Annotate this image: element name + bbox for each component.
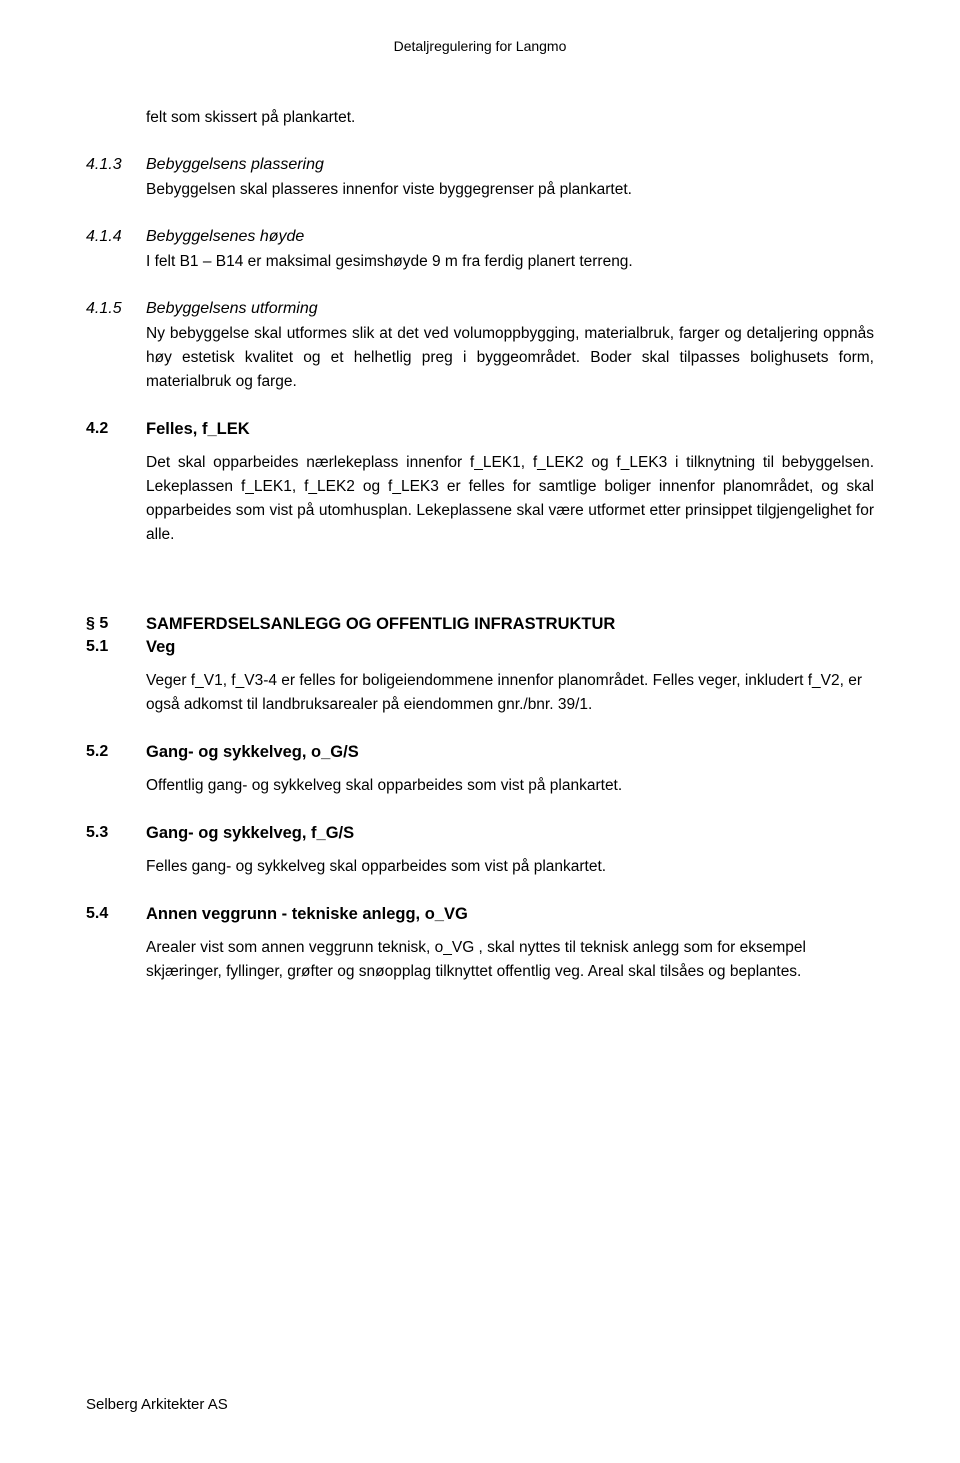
section-heading: Gang- og sykkelveg, f_G/S	[146, 824, 354, 843]
section-heading: Bebyggelsens plassering	[146, 156, 324, 174]
section-heading: Bebyggelsenes høyde	[146, 228, 304, 246]
section-num: 4.2	[86, 420, 146, 439]
body-text: I felt B1 – B14 er maksimal gesimshøyde …	[146, 250, 874, 274]
body-text: Ny bebyggelse skal utformes slik at det …	[146, 322, 874, 394]
section-num: 5.3	[86, 824, 146, 843]
body-text: Veger f_V1, f_V3-4 er felles for boligei…	[146, 669, 874, 717]
intro-block: felt som skissert på plankartet.	[146, 106, 874, 130]
page-footer: Selberg Arkitekter AS	[86, 1396, 228, 1413]
section-414-heading-row: 4.1.4 Bebyggelsenes høyde	[86, 228, 874, 246]
section-num: 4.1.4	[86, 228, 146, 246]
section-num: 4.1.5	[86, 300, 146, 318]
section-heading: Annen veggrunn - tekniske anlegg, o_VG	[146, 905, 468, 924]
body-text: Bebyggelsen skal plasseres innenfor vist…	[146, 178, 874, 202]
section-num: § 5	[86, 615, 146, 634]
section-num: 5.4	[86, 905, 146, 924]
body-text: Det skal opparbeides nærlekeplass innenf…	[146, 451, 874, 547]
section-52-heading-row: 5.2 Gang- og sykkelveg, o_G/S	[86, 743, 874, 762]
section-53-heading-row: 5.3 Gang- og sykkelveg, f_G/S	[86, 824, 874, 843]
section-51-heading-row: 5.1 Veg	[86, 638, 874, 657]
intro-text: felt som skissert på plankartet.	[146, 106, 874, 130]
section-heading: Gang- og sykkelveg, o_G/S	[146, 743, 359, 762]
document-page: Detaljregulering for Langmo felt som ski…	[0, 0, 960, 1463]
section-53-body: Felles gang- og sykkelveg skal opparbeid…	[146, 855, 874, 879]
section-42-heading-row: 4.2 Felles, f_LEK	[86, 420, 874, 439]
running-header: Detaljregulering for Langmo	[86, 38, 874, 54]
section-num: 5.2	[86, 743, 146, 762]
section-413-body: Bebyggelsen skal plasseres innenfor vist…	[146, 178, 874, 202]
section-heading: Bebyggelsens utforming	[146, 300, 318, 318]
section-42-body: Det skal opparbeides nærlekeplass innenf…	[146, 451, 874, 547]
body-text: Felles gang- og sykkelveg skal opparbeid…	[146, 855, 874, 879]
section-415-body: Ny bebyggelse skal utformes slik at det …	[146, 322, 874, 394]
section-415-heading-row: 4.1.5 Bebyggelsens utforming	[86, 300, 874, 318]
section-heading: Veg	[146, 638, 175, 657]
section-413-heading-row: 4.1.3 Bebyggelsens plassering	[86, 156, 874, 174]
section-num: 5.1	[86, 638, 146, 657]
section-5-heading-row: § 5 SAMFERDSELSANLEGG OG OFFENTLIG INFRA…	[86, 615, 874, 634]
section-num: 4.1.3	[86, 156, 146, 174]
body-text: Offentlig gang- og sykkelveg skal opparb…	[146, 774, 874, 798]
section-51-body: Veger f_V1, f_V3-4 er felles for boligei…	[146, 669, 874, 717]
section-414-body: I felt B1 – B14 er maksimal gesimshøyde …	[146, 250, 874, 274]
section-heading: Felles, f_LEK	[146, 420, 250, 439]
section-heading: SAMFERDSELSANLEGG OG OFFENTLIG INFRASTRU…	[146, 615, 615, 634]
body-text: Arealer vist som annen veggrunn teknisk,…	[146, 936, 874, 984]
section-52-body: Offentlig gang- og sykkelveg skal opparb…	[146, 774, 874, 798]
section-54-body: Arealer vist som annen veggrunn teknisk,…	[146, 936, 874, 984]
section-54-heading-row: 5.4 Annen veggrunn - tekniske anlegg, o_…	[86, 905, 874, 924]
